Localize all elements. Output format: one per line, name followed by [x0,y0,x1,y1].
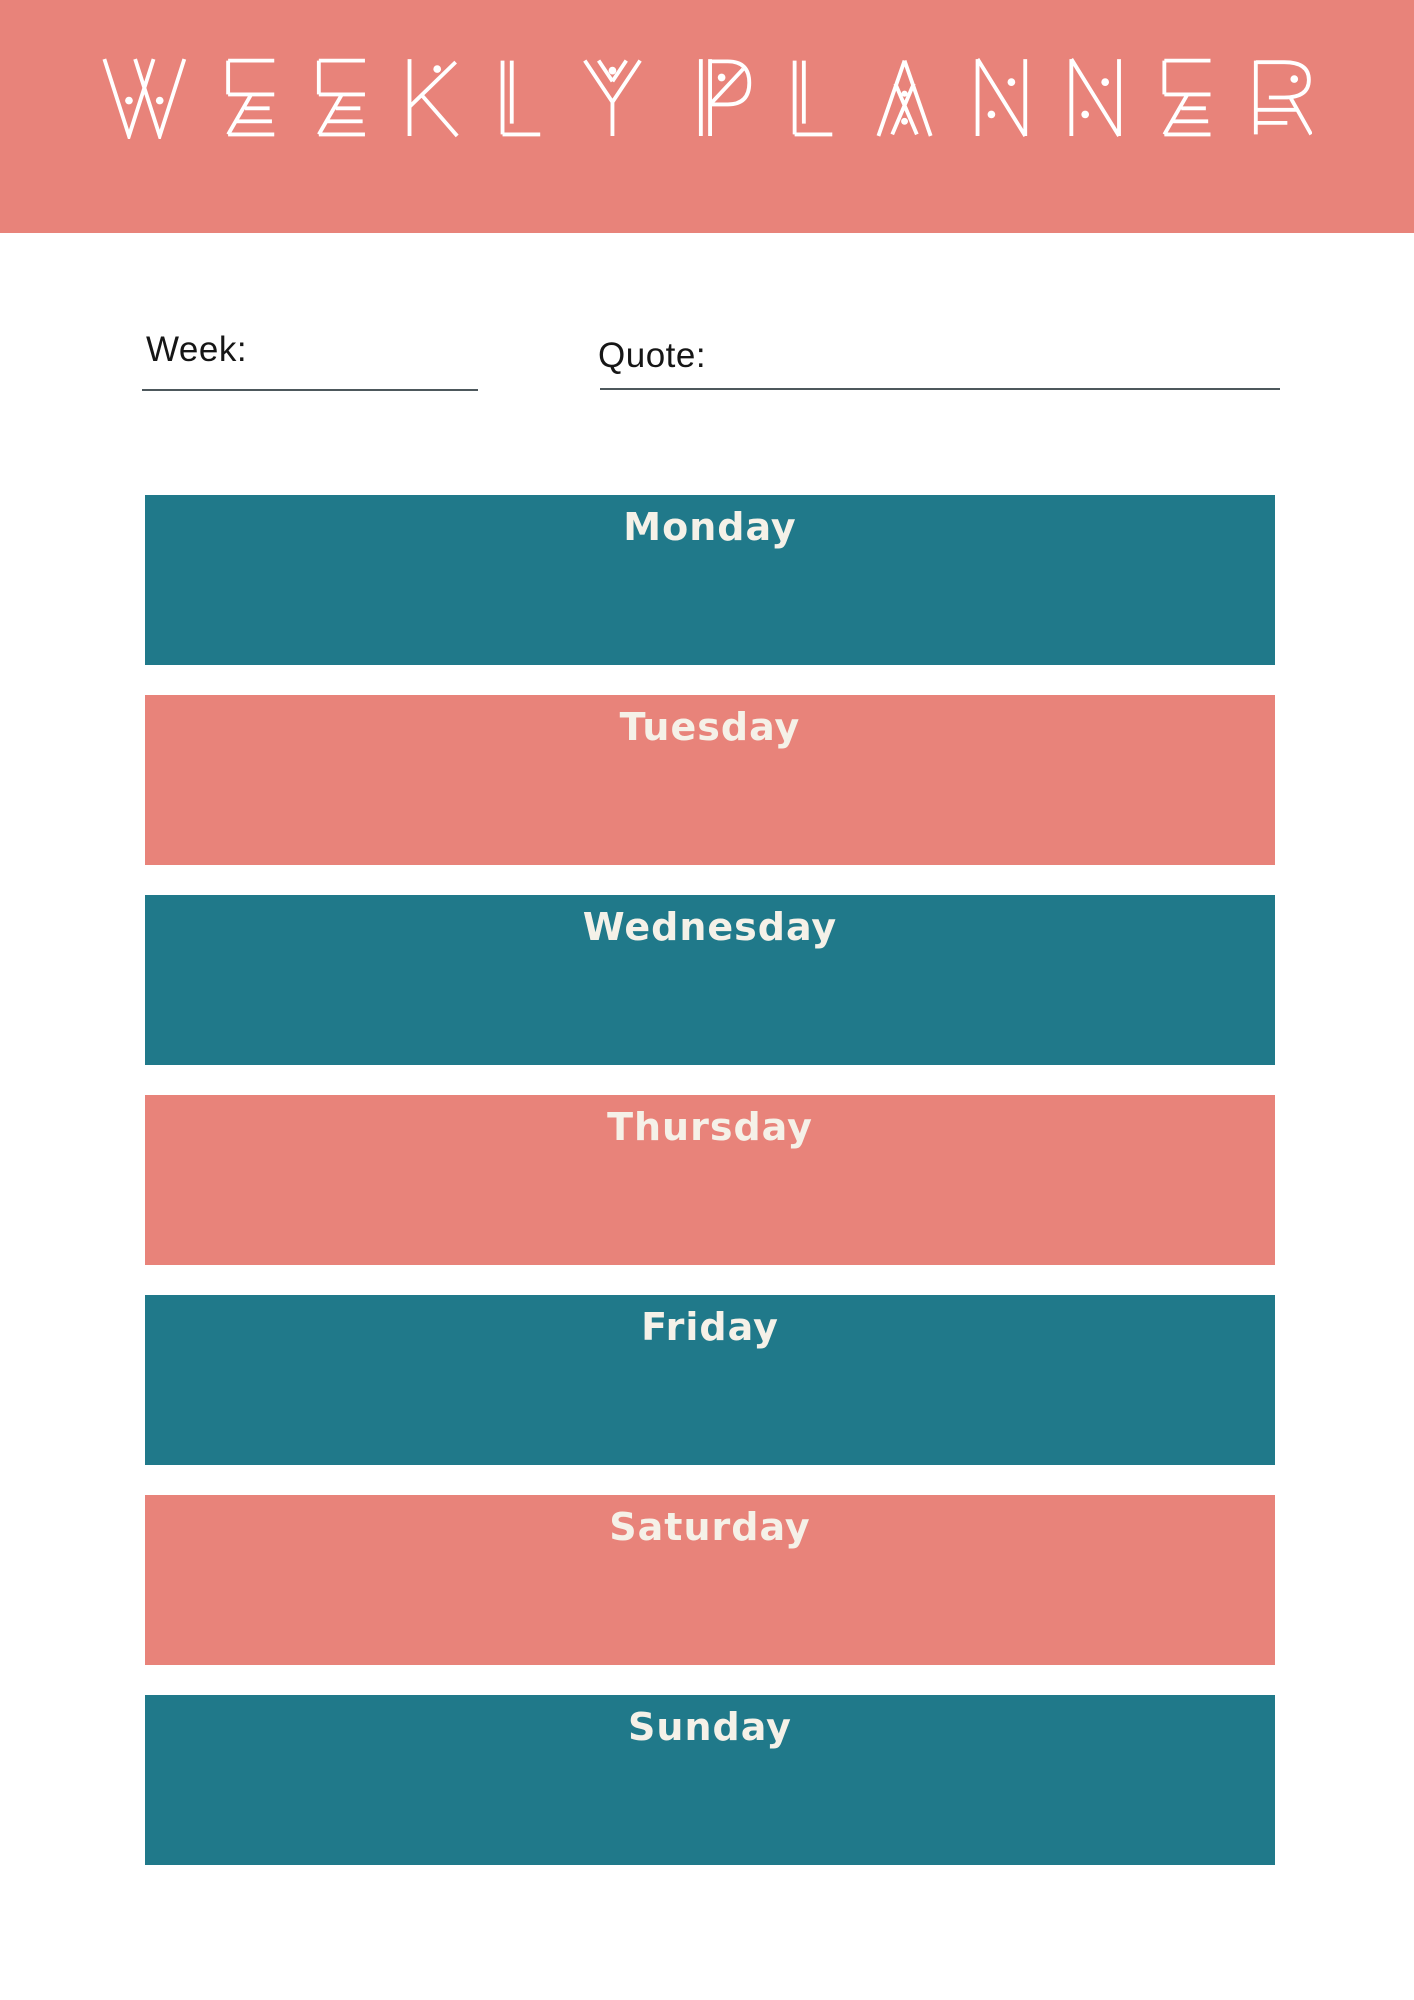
weekly-planner-title-art [102,58,1312,140]
glyph-e [226,58,275,137]
day-bar-saturday[interactable]: Saturday [145,1495,1275,1665]
glyph-y [583,59,642,136]
quote-write-in-line[interactable] [600,388,1280,390]
week-field-label: Week: [146,330,248,369]
glyph-n [975,58,1028,137]
glyph-l [792,60,833,137]
glyph-w [102,58,187,140]
day-bar-thursday[interactable]: Thursday [145,1095,1275,1265]
day-label: Tuesday [619,705,801,749]
day-label: Saturday [609,1505,811,1549]
quote-field-label: Quote: [598,336,707,375]
glyph-r [1253,60,1312,136]
day-label: Friday [641,1305,779,1349]
day-label: Sunday [628,1705,792,1749]
glyph-p [698,59,752,136]
day-bar-monday[interactable]: Monday [145,495,1275,665]
day-label: Thursday [607,1105,813,1149]
day-label: Wednesday [582,905,838,949]
day-label: Monday [623,505,797,549]
glyph-e [316,58,365,137]
day-bar-tuesday[interactable]: Tuesday [145,695,1275,865]
glyph-l [500,60,541,137]
day-bar-wednesday[interactable]: Wednesday [145,895,1275,1065]
day-bar-sunday[interactable]: Sunday [145,1695,1275,1865]
glyph-k [407,59,459,138]
glyph-a [876,59,933,137]
day-bar-friday[interactable]: Friday [145,1295,1275,1465]
glyph-e [1162,58,1211,137]
glyph-n [1069,58,1121,137]
day-bars-list: Monday Tuesday Wednesday Thursday Friday… [145,495,1275,1895]
page-title: WEEKLY PLANNER [0,0,1,1]
week-write-in-line[interactable] [142,389,478,391]
header-band: WEEKLY PLANNER [0,0,1414,233]
